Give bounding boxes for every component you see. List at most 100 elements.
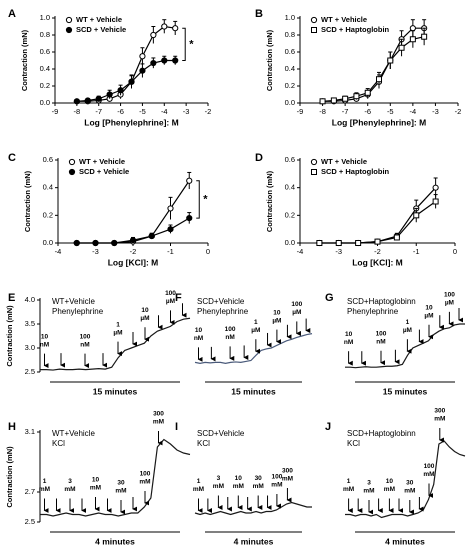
trace-line	[345, 440, 466, 519]
panel-label: J	[325, 421, 331, 433]
point	[117, 87, 124, 94]
point	[353, 93, 360, 100]
trace-line	[194, 333, 313, 364]
dose-label: µM	[272, 317, 281, 324]
dose-label: 100	[225, 326, 236, 333]
x-tick-label: 0	[206, 247, 210, 256]
dose-label: mM	[115, 488, 126, 495]
x-axis-label: Log [Phenylephrine]: M	[84, 117, 178, 127]
x-tick-label: 0	[453, 247, 457, 256]
point	[106, 91, 113, 98]
dose-label: nM	[225, 334, 234, 341]
y-tick-label: 3.1	[25, 427, 35, 436]
dose-label: mM	[343, 486, 354, 493]
dose-label: mM	[64, 486, 75, 493]
dose-label: nM	[40, 341, 49, 348]
dose-label: 100	[80, 333, 91, 340]
point	[421, 33, 428, 40]
fit-line	[322, 27, 425, 102]
time-label: 4 minutes	[234, 536, 274, 546]
trace-line	[345, 323, 465, 369]
point	[139, 67, 146, 74]
dose-label: 10	[41, 333, 49, 340]
trace-subtitle: Phenylephrine	[197, 307, 249, 316]
trace-title: WT+Vehicle	[52, 429, 95, 438]
dose-label: 100	[271, 474, 282, 481]
time-label: 4 minutes	[385, 536, 425, 546]
point	[167, 226, 174, 233]
dose-label: mM	[423, 471, 434, 478]
fit-line	[76, 25, 176, 102]
dose-label: mM	[404, 488, 415, 495]
trace-subtitle: Phenylephrine	[52, 307, 104, 316]
point	[413, 212, 420, 219]
x-tick-label: -1	[167, 247, 174, 256]
dose-label: mM	[271, 482, 282, 489]
point	[409, 36, 416, 43]
point	[167, 205, 174, 212]
x-tick-label: -8	[319, 107, 326, 116]
legend-marker	[65, 16, 73, 24]
dose-label: 10	[92, 477, 100, 484]
dose-label: mM	[384, 486, 395, 493]
legend-label: SCD + Vehicle	[76, 25, 126, 34]
point	[150, 31, 157, 39]
x-tick-label: -2	[205, 107, 212, 116]
dose-label: 100	[424, 463, 435, 470]
dose-label: 100	[444, 292, 455, 299]
dose-label: mM	[213, 483, 224, 490]
point	[111, 239, 118, 247]
y-tick-label: 0.2	[285, 81, 295, 90]
y-axis-label: Contraction (mN)	[5, 305, 14, 367]
legend-marker	[68, 168, 76, 176]
dose-label: mM	[39, 486, 50, 493]
y-axis-label: Contraction (mN)	[265, 170, 274, 232]
point	[319, 98, 326, 105]
y-tick-label: 1.0	[285, 13, 295, 22]
dose-label: 10	[273, 309, 281, 316]
x-tick-label: -1	[413, 247, 420, 256]
point	[364, 89, 371, 96]
dose-label: mM	[253, 483, 264, 490]
dose-label: 300	[282, 468, 293, 475]
point	[128, 78, 135, 85]
trace-subtitle: Phenylephrine	[347, 307, 399, 316]
dose-label: 3	[367, 480, 371, 487]
y-tick-label: 0.0	[43, 238, 53, 247]
dose-label: 300	[434, 408, 445, 415]
legend-marker	[310, 158, 318, 166]
point	[172, 25, 179, 32]
x-tick-label: -7	[342, 107, 349, 116]
x-axis-label: Log [KCl]: M	[108, 257, 159, 267]
significance-bracket	[196, 180, 200, 219]
y-tick-label: 0.8	[285, 30, 295, 39]
dose-label: 3	[68, 478, 72, 485]
panel-label: I	[175, 421, 178, 433]
point	[330, 97, 337, 104]
dose-label: nM	[80, 341, 89, 348]
panel-label: B	[255, 8, 263, 20]
x-tick-label: -5	[387, 107, 394, 116]
x-tick-label: -2	[455, 107, 462, 116]
dose-label: 100	[376, 330, 387, 337]
legend-label: SCD + Haptoglobin	[321, 25, 390, 34]
dose-label: µM	[251, 327, 260, 334]
trace-title: SCD+Vehicle	[197, 297, 245, 306]
point	[393, 234, 400, 241]
y-tick-label: 0.4	[40, 64, 50, 73]
panel-label: H	[8, 421, 16, 433]
dose-label: µM	[292, 309, 301, 316]
legend-marker	[311, 169, 317, 175]
point	[95, 95, 102, 102]
dose-label: mM	[193, 486, 204, 493]
point	[342, 95, 349, 102]
dose-label: mM	[139, 479, 150, 486]
y-tick-label: 0.4	[285, 183, 295, 192]
dose-label: 1	[43, 478, 47, 485]
panel-label: D	[255, 152, 263, 164]
significance-mark: *	[203, 193, 208, 205]
legend-label: WT + Vehicle	[321, 15, 367, 24]
trace-line	[194, 501, 312, 516]
dose-label: 1	[254, 319, 258, 326]
legend-marker	[65, 26, 73, 34]
